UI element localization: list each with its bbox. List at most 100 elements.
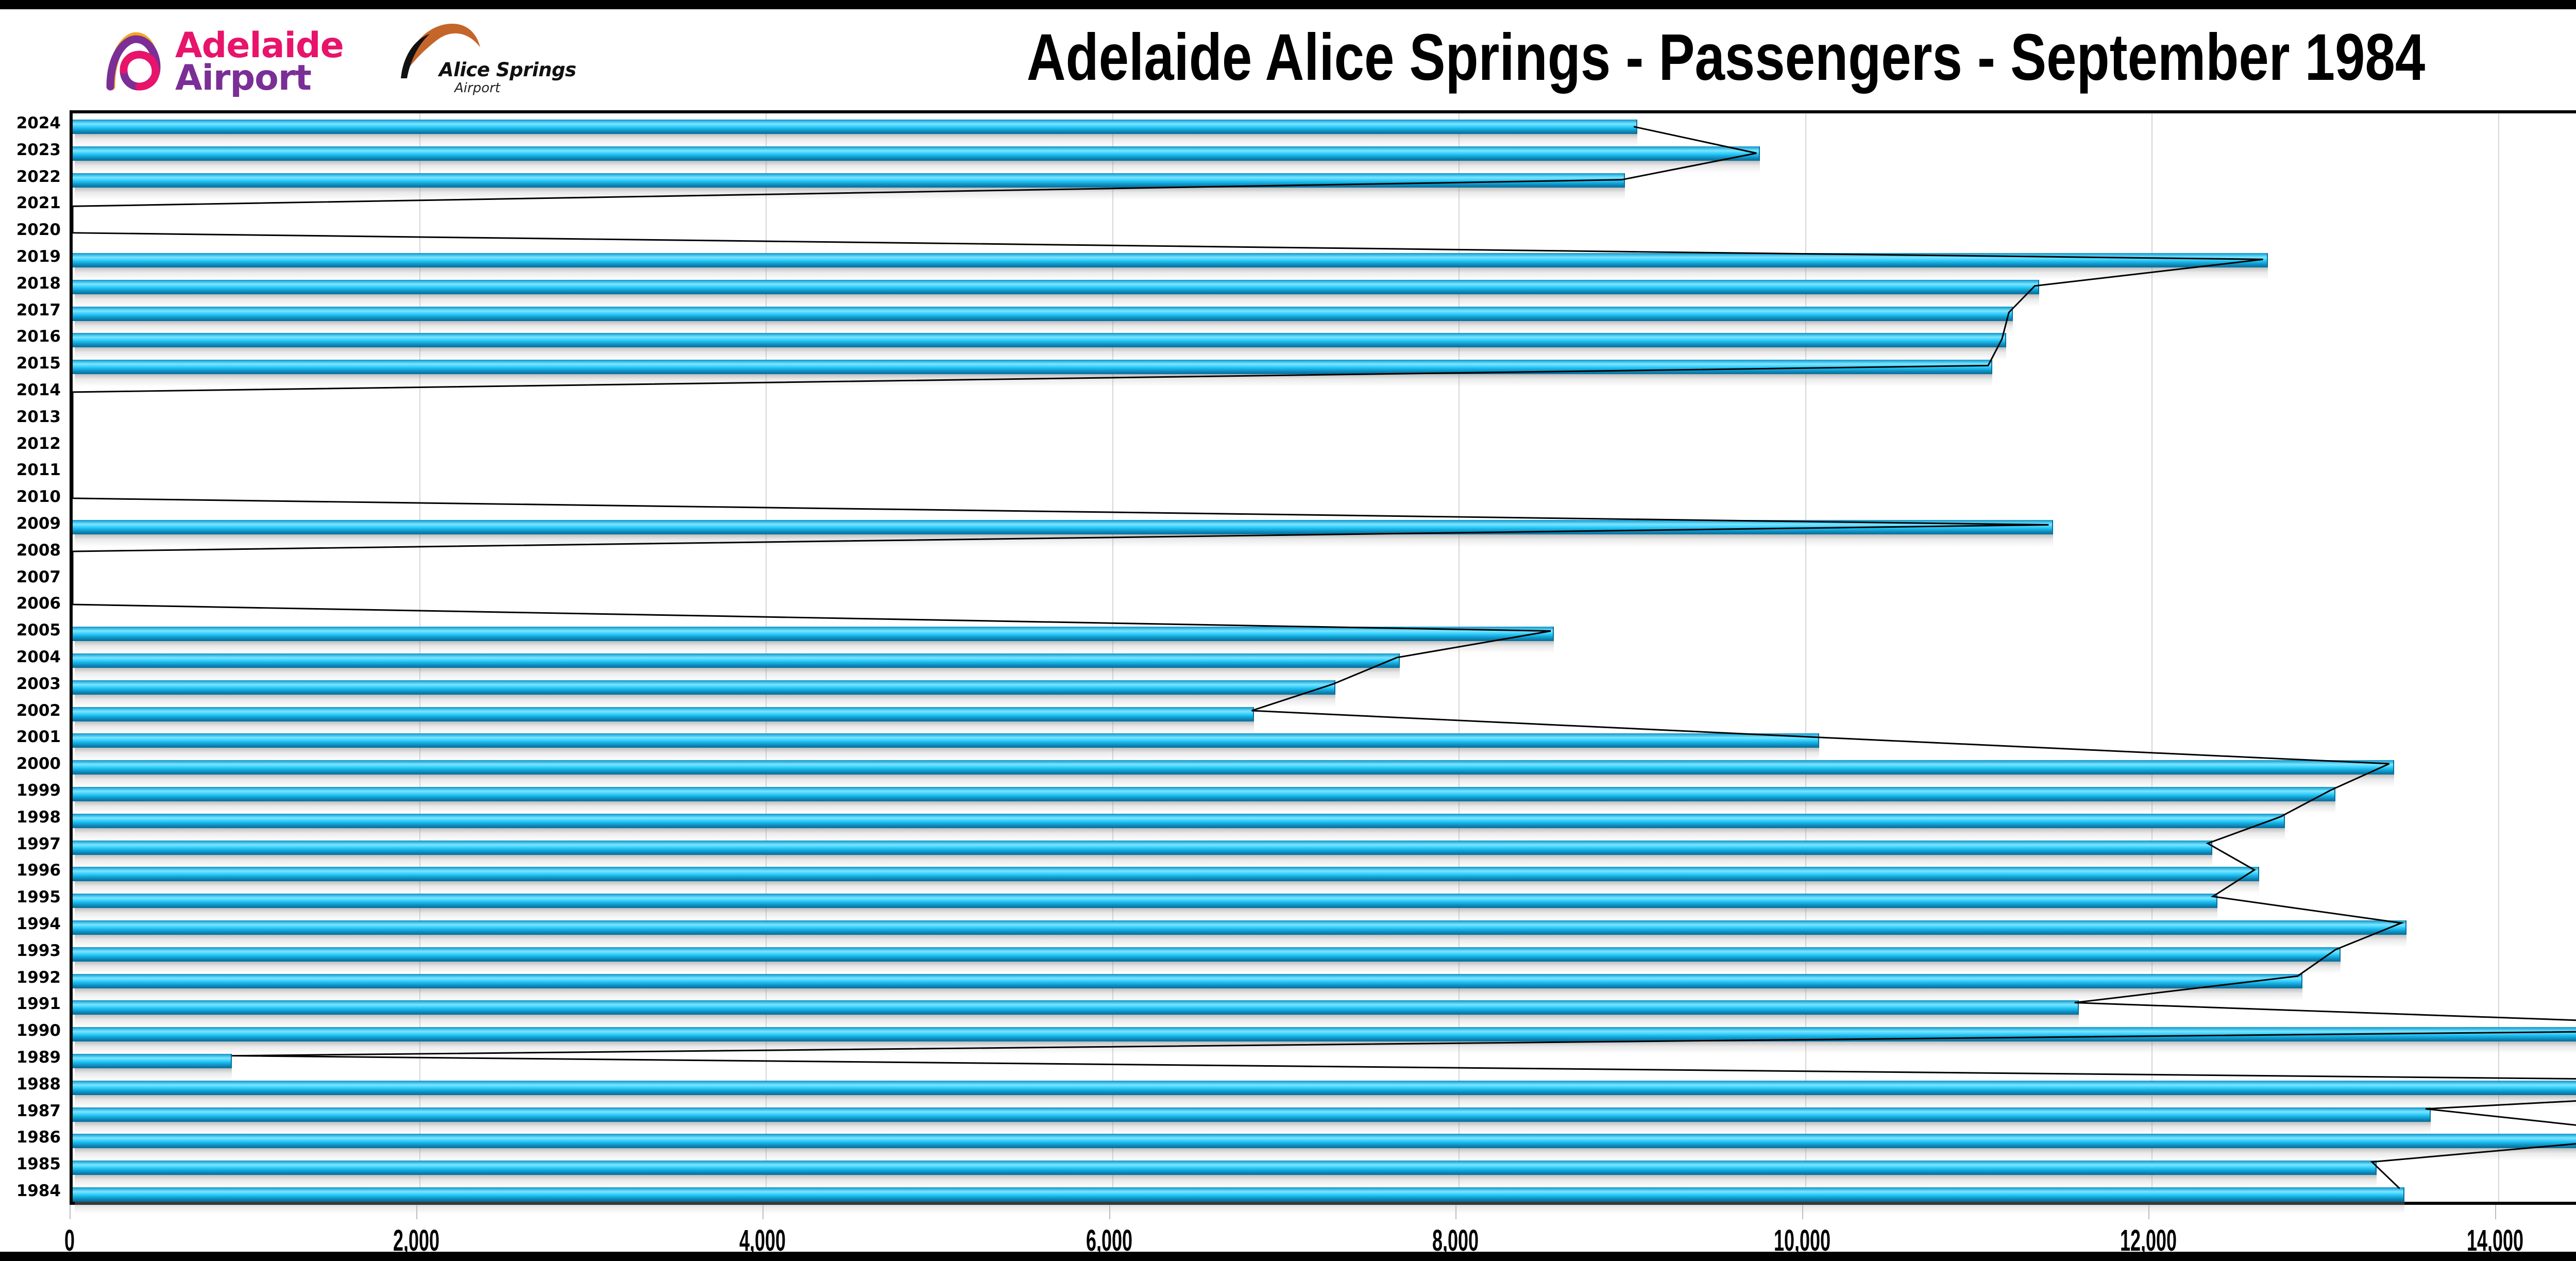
bar[interactable] xyxy=(73,920,2406,935)
bar[interactable] xyxy=(73,173,1625,188)
y-axis-tick-label: 1995 xyxy=(16,888,61,907)
bar-shadow xyxy=(75,853,2213,867)
adelaide-airport-mark-icon xyxy=(106,32,161,91)
x-axis-tick xyxy=(1109,1205,1110,1219)
y-axis-tick-label: 1997 xyxy=(16,834,61,853)
bar[interactable] xyxy=(73,973,2302,988)
bar[interactable] xyxy=(73,1161,2377,1175)
x-axis-tick-label: 12,000 xyxy=(2120,1224,2177,1257)
bar-shadow xyxy=(75,693,1336,707)
bar-shadow xyxy=(75,132,1637,146)
alice-springs-line2: Airport xyxy=(454,80,500,96)
y-axis-tick-label: 2008 xyxy=(16,541,61,560)
bar[interactable] xyxy=(73,707,1255,721)
x-axis-tick xyxy=(762,1205,764,1219)
bar-shadow xyxy=(75,1120,2431,1134)
y-axis-tick-label: 2006 xyxy=(16,594,61,613)
alice-springs-airport-logo: Alice Springs Airport xyxy=(392,21,608,103)
y-axis-tick-label: 1993 xyxy=(16,941,61,960)
bar[interactable] xyxy=(73,1054,232,1069)
bar[interactable] xyxy=(73,1107,2431,1122)
bar[interactable] xyxy=(73,1134,2576,1149)
bar-shadow xyxy=(75,293,2039,307)
bar[interactable] xyxy=(73,867,2259,882)
bar-shadow xyxy=(75,880,2259,894)
bar[interactable] xyxy=(73,119,1637,134)
bar[interactable] xyxy=(73,146,1760,161)
y-axis-tick-label: 1987 xyxy=(16,1101,61,1120)
y-axis-tick-label: 2014 xyxy=(16,380,61,399)
bar[interactable] xyxy=(73,840,2213,855)
bar-shadow xyxy=(75,346,2006,360)
bar-shadow xyxy=(75,720,1255,734)
bar-shadow xyxy=(75,159,1760,173)
x-axis-tick xyxy=(70,1205,71,1219)
y-axis-tick-label: 2015 xyxy=(16,354,61,373)
bar[interactable] xyxy=(73,1187,2405,1202)
bar[interactable] xyxy=(73,279,2039,294)
bar[interactable] xyxy=(73,306,2013,321)
bar[interactable] xyxy=(73,333,2006,348)
x-axis-labels: 02,0004,0006,0008,00010,00012,00014,0001… xyxy=(0,1205,2576,1257)
bar[interactable] xyxy=(73,1080,2576,1095)
alice-springs-airport-mark-icon xyxy=(401,24,480,78)
bar[interactable] xyxy=(73,1027,2576,1042)
bar[interactable] xyxy=(73,680,1336,695)
plot-area xyxy=(70,110,2576,1215)
bar-shadow xyxy=(75,827,2285,840)
x-axis-tick xyxy=(1455,1205,1457,1219)
bar-shadow xyxy=(75,934,2406,948)
x-axis-tick-label: 0 xyxy=(64,1224,75,1257)
y-axis-tick-label: 2009 xyxy=(16,514,61,533)
bar[interactable] xyxy=(73,360,1992,375)
alice-springs-line1: Alice Springs xyxy=(439,59,577,81)
bar-shadow xyxy=(75,1147,2576,1161)
y-axis-tick-label: 2018 xyxy=(16,274,61,293)
y-axis-tick-label: 1998 xyxy=(16,808,61,827)
bar[interactable] xyxy=(73,947,2341,962)
y-axis-tick-label: 2012 xyxy=(16,434,61,453)
y-axis-tick-label: 1990 xyxy=(16,1021,61,1040)
y-axis-tick-label: 1988 xyxy=(16,1074,61,1094)
bar[interactable] xyxy=(73,733,1819,748)
bar-shadow xyxy=(75,667,1400,680)
bar-shadow xyxy=(75,186,1625,200)
bar[interactable] xyxy=(73,627,1554,642)
bar[interactable] xyxy=(73,519,2053,534)
adelaide-airport-wordmark: Adelaide Airport xyxy=(175,28,344,98)
y-axis-tick-label: 1986 xyxy=(16,1128,61,1147)
x-axis-tick xyxy=(416,1205,417,1219)
bar-shadow xyxy=(75,907,2218,921)
y-axis-tick-label: 2024 xyxy=(16,113,61,132)
bar[interactable] xyxy=(73,253,2268,267)
bar-shadow xyxy=(75,266,2268,280)
adelaide-airport-line2: Airport xyxy=(175,58,312,98)
bar-shadow xyxy=(75,987,2302,1001)
x-axis-tick-label: 2,000 xyxy=(393,1224,439,1257)
y-axis-tick-label: 2019 xyxy=(16,247,61,266)
adelaide-airport-logo: Adelaide Airport xyxy=(101,24,389,101)
bar[interactable] xyxy=(73,1000,2079,1015)
y-axis-tick-label: 2007 xyxy=(16,567,61,586)
x-axis-tick xyxy=(2148,1205,2150,1219)
bar[interactable] xyxy=(73,760,2395,775)
bar[interactable] xyxy=(73,813,2285,828)
y-axis-tick-label: 1984 xyxy=(16,1182,61,1201)
y-axis-tick-label: 1991 xyxy=(16,995,61,1014)
bar[interactable] xyxy=(73,787,2335,802)
bar-shadow xyxy=(75,320,2013,333)
y-axis-tick-label: 2013 xyxy=(16,407,61,426)
x-axis-tick-label: 4,000 xyxy=(739,1224,786,1257)
bar-shadow xyxy=(75,533,2053,547)
bar[interactable] xyxy=(73,894,2218,909)
y-axis-tick-label: 2005 xyxy=(16,621,61,640)
x-axis-tick-label: 14,000 xyxy=(2466,1224,2523,1257)
x-axis-tick-label: 10,000 xyxy=(1773,1224,1831,1257)
y-axis-tick-label: 2016 xyxy=(16,327,61,346)
bar-shadow xyxy=(75,1201,2405,1215)
bar-shadow xyxy=(75,1067,232,1081)
bar[interactable] xyxy=(73,653,1400,668)
y-axis-tick-label: 2010 xyxy=(16,487,61,507)
bar-shadow xyxy=(75,800,2335,814)
